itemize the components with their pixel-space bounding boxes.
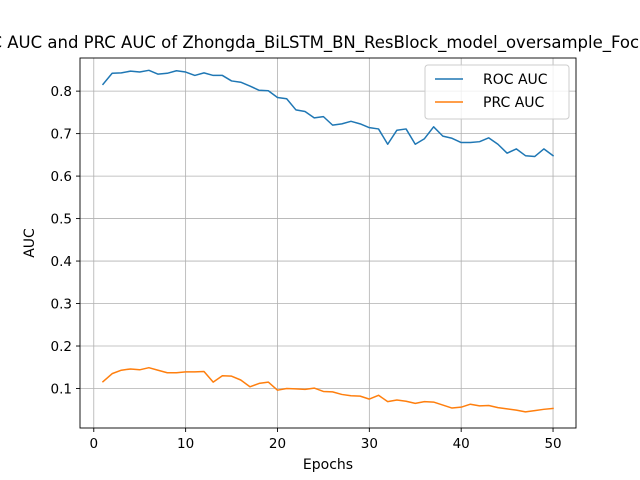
y-tick-label: 0.6 — [51, 169, 72, 185]
series-line-prc-auc — [103, 368, 553, 412]
legend: ROC AUC PRC AUC — [425, 65, 569, 119]
x-tick-label: 30 — [361, 436, 378, 452]
legend-label-roc-auc: ROC AUC — [483, 72, 548, 88]
chart-title: ROC AUC and PRC AUC of Zhongda_BiLSTM_BN… — [0, 33, 640, 53]
x-tick-label: 10 — [177, 436, 194, 452]
y-tick-label: 0.4 — [51, 254, 72, 270]
x-tick-label: 0 — [89, 436, 98, 452]
legend-label-prc-auc: PRC AUC — [483, 95, 545, 111]
y-axis-label: AUC — [22, 228, 38, 258]
x-axis-ticks: 0 10 20 30 40 50 — [89, 428, 561, 452]
y-tick-label: 0.1 — [51, 381, 72, 397]
y-tick-label: 0.3 — [51, 297, 72, 313]
y-tick-label: 0.5 — [51, 212, 72, 228]
y-axis-ticks: 0.1 0.2 0.3 0.4 0.5 0.6 0.7 0.8 — [51, 84, 80, 397]
y-tick-label: 0.7 — [51, 127, 72, 143]
x-tick-label: 20 — [269, 436, 286, 452]
x-axis-label: Epochs — [303, 457, 353, 473]
x-tick-label: 40 — [453, 436, 470, 452]
series-lines — [103, 70, 553, 412]
y-tick-label: 0.2 — [51, 339, 72, 355]
y-tick-label: 0.8 — [51, 84, 72, 100]
x-tick-label: 50 — [544, 436, 561, 452]
